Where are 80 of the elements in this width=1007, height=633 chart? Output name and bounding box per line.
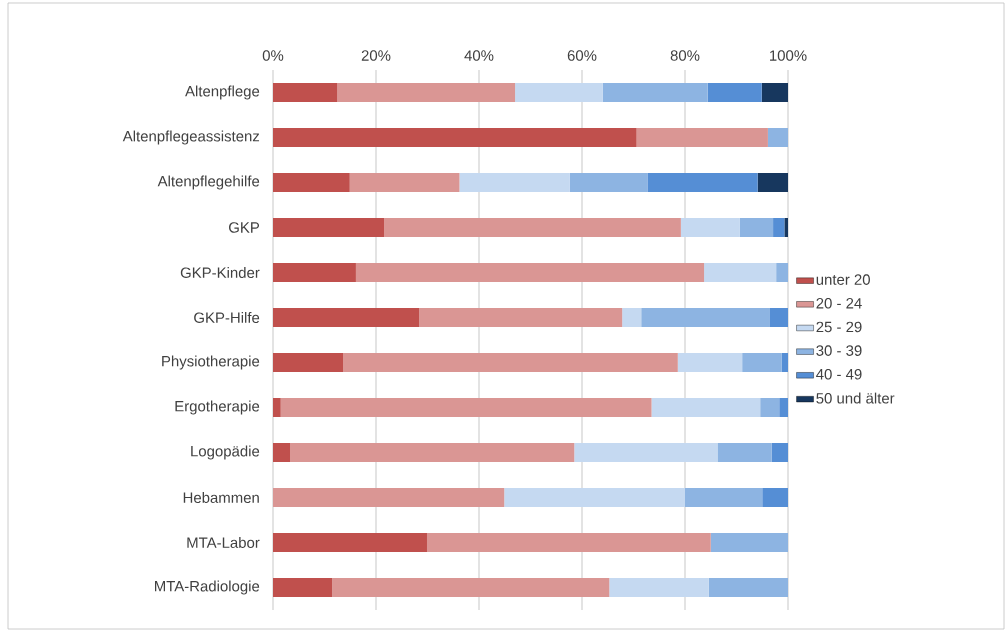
bar (273, 128, 637, 147)
bar (651, 398, 761, 417)
bar (685, 488, 763, 508)
bar (742, 353, 782, 372)
y-tick-label: Ergotherapie (175, 400, 260, 415)
bar (349, 173, 460, 192)
bar (677, 353, 743, 372)
bar (273, 353, 344, 372)
y-tick-label: Hebammen (183, 492, 259, 503)
y-tick-label: Altenpflegeassistenz (122, 130, 260, 145)
bar (771, 443, 789, 462)
y-tick-label: Physiotherapie (162, 355, 260, 370)
bar (636, 128, 768, 147)
bar (332, 578, 610, 598)
bar (459, 173, 570, 192)
legend-label: 20 - 24 (816, 297, 862, 309)
x-tick-label: 20% (361, 50, 391, 61)
bar (609, 578, 709, 598)
y-tick-label: Altenpflege (185, 85, 260, 100)
bar (710, 533, 789, 553)
legend-label: 40 - 49 (816, 368, 862, 380)
bar (273, 308, 420, 327)
bar (569, 173, 648, 192)
bar (504, 488, 686, 508)
bar (761, 83, 789, 102)
bar (384, 218, 681, 237)
bar (273, 578, 333, 598)
x-tick-label: 100% (770, 50, 807, 61)
bar (290, 443, 575, 462)
legend-label: 25 - 29 (816, 321, 862, 333)
x-tick-label: 60% (567, 50, 597, 61)
bar (767, 128, 789, 147)
bar (622, 308, 642, 327)
bar (419, 308, 623, 327)
y-tick-label: Logopädie (191, 445, 260, 460)
bar (707, 83, 762, 102)
bar (355, 263, 705, 282)
bar (717, 443, 772, 462)
legend-label: unter 20 (816, 274, 870, 285)
bar (602, 83, 708, 102)
bar (273, 218, 385, 237)
bar (704, 263, 777, 282)
bar (273, 398, 281, 417)
x-tick-label: 40% (464, 50, 494, 61)
bar (280, 398, 652, 417)
bar (273, 488, 505, 508)
bar (273, 173, 350, 192)
x-tick-label: 80% (670, 50, 700, 61)
bar (757, 173, 789, 192)
bar (426, 533, 711, 553)
bar (769, 308, 789, 327)
bar (273, 83, 338, 102)
bar (773, 218, 785, 237)
bar (515, 83, 603, 102)
y-tick-label: MTA-Labor (187, 537, 260, 548)
bar (343, 353, 678, 372)
bar (641, 308, 770, 327)
legend-label: 30 - 39 (816, 345, 862, 356)
bar (781, 353, 789, 372)
bar (680, 218, 740, 237)
legend-label: 50 und älter (816, 392, 895, 404)
bar (762, 488, 789, 508)
bar (760, 398, 780, 417)
y-tick-label: Altenpflegehilfe (157, 175, 260, 190)
bar (647, 173, 758, 192)
bar (273, 443, 290, 462)
y-tick-label: GKP-Hilfe (194, 312, 260, 323)
y-tick-label: MTA-Radiologie (155, 580, 260, 595)
bar (779, 398, 789, 417)
y-tick-label: GKP-Kinder (180, 267, 260, 278)
bar (776, 263, 789, 282)
y-tick-label: GKP (229, 222, 260, 233)
bar (273, 533, 427, 553)
bar (337, 83, 516, 102)
bar (273, 263, 356, 282)
x-tick-label: 0% (262, 50, 284, 61)
bar (784, 218, 789, 237)
bar (739, 218, 774, 237)
bar (708, 578, 789, 598)
bar (574, 443, 718, 462)
